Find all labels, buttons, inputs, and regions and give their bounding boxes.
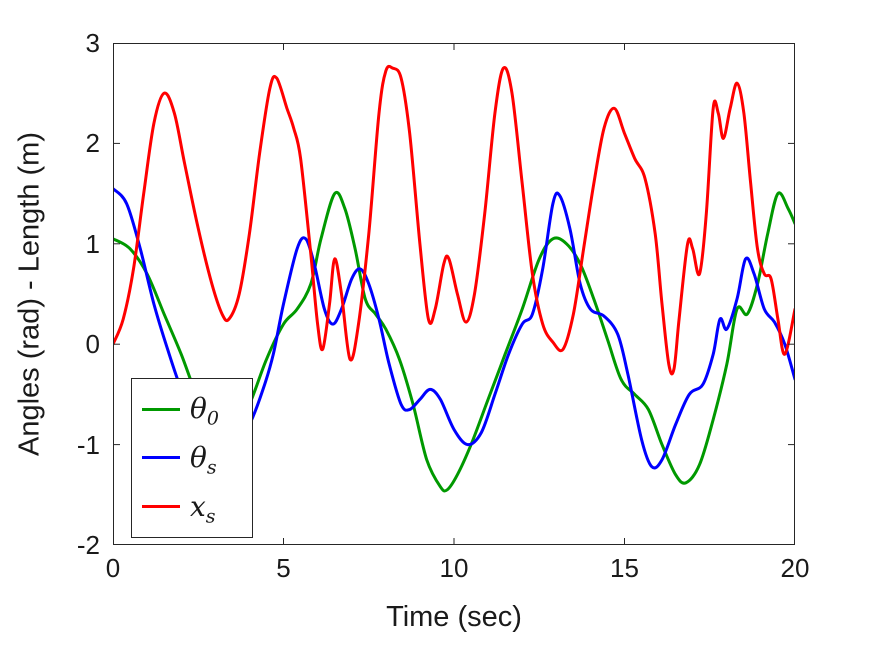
y-axis-label: Angles (rad) - Length (m) bbox=[13, 132, 46, 456]
series-line-theta_s bbox=[113, 187, 795, 470]
legend-label: θ0 bbox=[190, 392, 219, 430]
x-tick-label: 10 bbox=[439, 553, 469, 583]
y-tick-label: 3 bbox=[85, 28, 100, 58]
y-tick-label: -2 bbox=[76, 530, 100, 560]
legend-entry-θ-s: θs bbox=[142, 435, 252, 481]
y-tick-label: -1 bbox=[76, 429, 100, 460]
legend-label: xs bbox=[190, 489, 216, 528]
x-tick-label: 5 bbox=[276, 553, 291, 583]
x-axis-label: Time (sec) bbox=[386, 601, 522, 633]
y-tick-label: 2 bbox=[85, 128, 100, 159]
legend-line-sample bbox=[142, 456, 180, 460]
legend-line-sample bbox=[142, 407, 180, 411]
series-line-x_s bbox=[113, 64, 795, 376]
x-tick-label: 20 bbox=[780, 553, 810, 583]
x-tick-label: 0 bbox=[105, 553, 121, 583]
legend-entry-θ-0: θ0 bbox=[142, 386, 252, 432]
legend-entry-x-s: xs bbox=[142, 484, 252, 530]
series-line-theta_0 bbox=[113, 190, 795, 493]
legend: θ0 θs xs bbox=[131, 378, 253, 538]
plot-area bbox=[113, 43, 795, 545]
legend-line-sample bbox=[142, 505, 180, 509]
y-tick-label: 1 bbox=[85, 228, 100, 259]
y-tick-label: 0 bbox=[85, 329, 100, 360]
x-tick-label: 15 bbox=[610, 553, 639, 583]
legend-label: θs bbox=[190, 440, 217, 479]
axes-box bbox=[113, 43, 795, 545]
